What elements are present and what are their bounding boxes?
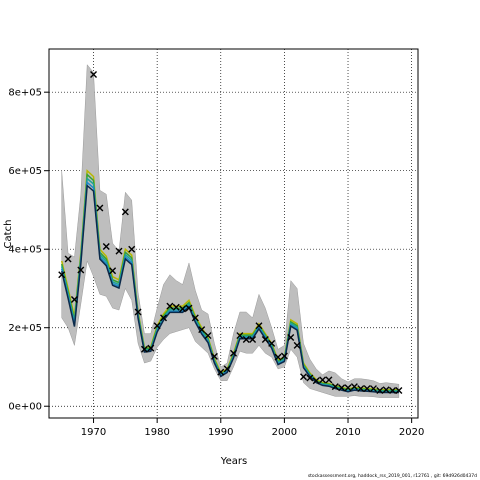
observed-point-2004 xyxy=(306,374,314,382)
observed-point-1996 xyxy=(255,322,263,330)
observed-point-1999 xyxy=(274,353,282,361)
observed-point-1973 xyxy=(109,267,117,275)
x-tick-label-2: 1990 xyxy=(208,427,233,438)
observed-point-1987 xyxy=(198,326,206,334)
observed-point-1992 xyxy=(230,349,237,357)
observed-point-1976 xyxy=(128,245,136,253)
observed-point-1989 xyxy=(210,352,218,360)
observed-point-1982 xyxy=(166,302,174,310)
y-tick-label-4: 8e+05 xyxy=(8,88,42,99)
observed-point-1984 xyxy=(179,305,187,313)
observed-point-2018 xyxy=(395,387,403,395)
observed-point-1977 xyxy=(134,308,142,316)
observed-point-1968 xyxy=(77,266,85,274)
observed-point-2003 xyxy=(299,373,307,381)
observed-point-1988 xyxy=(204,332,212,340)
observed-point-1978 xyxy=(140,345,148,353)
observed-point-2014 xyxy=(369,385,377,393)
observed-point-1990 xyxy=(217,368,225,376)
footer-credit: stockassessment.org, haddock_rss_2019_00… xyxy=(307,474,477,479)
observed-point-1972 xyxy=(102,242,110,250)
observed-point-1965 xyxy=(58,271,66,279)
observed-point-2011 xyxy=(350,383,358,391)
observed-point-1997 xyxy=(261,335,269,343)
observed-catch-markers xyxy=(58,71,403,395)
observed-point-2006 xyxy=(319,376,327,384)
observed-point-2013 xyxy=(363,385,371,393)
observed-point-1979 xyxy=(147,344,155,352)
observed-point-1998 xyxy=(268,339,276,347)
y-tick-label-2: 4e+05 xyxy=(8,245,42,256)
observed-point-2016 xyxy=(382,386,390,394)
estimate-lines xyxy=(60,169,399,394)
x-tick-label-4: 2010 xyxy=(335,427,360,438)
observed-point-1981 xyxy=(160,314,168,322)
x-tick-label-1: 1980 xyxy=(144,427,169,438)
observed-point-1983 xyxy=(172,303,180,311)
x-tick-label-3: 2000 xyxy=(272,427,297,438)
observed-point-2001 xyxy=(287,334,295,342)
confidence-band xyxy=(61,64,400,398)
observed-point-1991 xyxy=(223,365,231,373)
observed-point-2012 xyxy=(357,385,365,393)
observed-point-1995 xyxy=(249,335,257,343)
observed-point-2010 xyxy=(344,384,352,392)
observed-point-2005 xyxy=(312,377,320,385)
y-axis: 0e+00 2e+05 4e+05 6e+05 8e+05 xyxy=(8,88,49,413)
plot-frame xyxy=(48,48,419,419)
observed-point-1986 xyxy=(191,314,199,322)
confidence-band-area xyxy=(61,64,400,398)
observed-point-1994 xyxy=(242,335,250,343)
estimate-line-4 xyxy=(60,184,399,394)
y-tick-label-1: 2e+05 xyxy=(8,323,42,334)
observed-point-2007 xyxy=(325,376,333,384)
x-tick-label-5: 2020 xyxy=(399,427,424,438)
observed-point-2015 xyxy=(376,387,384,395)
observed-point-1971 xyxy=(96,204,104,212)
observed-point-2009 xyxy=(338,384,346,392)
x-axis-title: Years xyxy=(220,456,247,467)
observed-point-1974 xyxy=(115,247,123,255)
observed-point-1966 xyxy=(64,255,72,263)
observed-point-1985 xyxy=(185,304,193,312)
y-tick-label-0: 0e+00 xyxy=(8,402,42,413)
observed-point-2002 xyxy=(293,341,301,349)
observed-point-1993 xyxy=(236,332,244,340)
observed-point-2000 xyxy=(280,352,288,360)
y-axis-title: Catch xyxy=(3,220,14,249)
observed-point-2017 xyxy=(389,387,397,395)
observed-point-1980 xyxy=(153,322,161,330)
x-tick-label-0: 1970 xyxy=(81,427,106,438)
x-axis: 1970 1980 1990 2000 2010 2020 xyxy=(81,418,424,438)
observed-point-1975 xyxy=(121,208,129,216)
observed-point-1970 xyxy=(90,71,98,79)
observed-point-2008 xyxy=(331,383,339,391)
y-tick-label-3: 6e+05 xyxy=(8,166,42,177)
observed-point-1967 xyxy=(70,295,78,303)
